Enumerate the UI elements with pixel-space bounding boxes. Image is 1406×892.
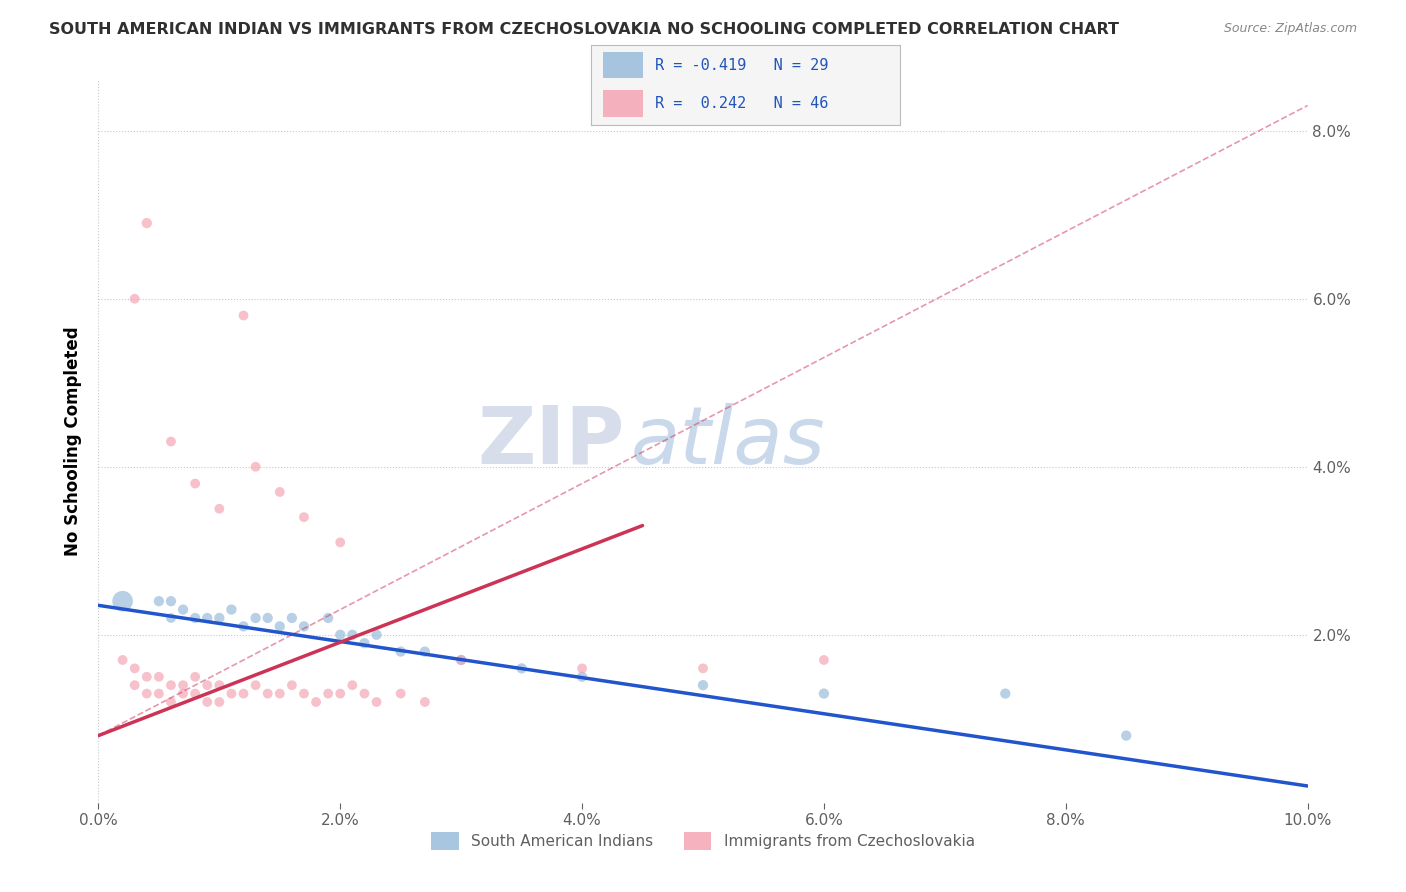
Point — [160, 594, 183, 608]
Point — [195, 678, 218, 692]
Point — [571, 661, 593, 675]
Point — [269, 687, 291, 701]
Point — [184, 670, 207, 684]
Bar — [603, 52, 643, 78]
Point — [413, 644, 436, 658]
Point — [124, 678, 146, 692]
Point — [160, 695, 183, 709]
Point — [148, 670, 170, 684]
Point — [256, 611, 278, 625]
Point — [124, 661, 146, 675]
Point — [221, 602, 243, 616]
Text: R =  0.242   N = 46: R = 0.242 N = 46 — [655, 96, 830, 112]
Text: R = -0.419   N = 29: R = -0.419 N = 29 — [655, 58, 830, 72]
Point — [316, 687, 339, 701]
Point — [135, 670, 157, 684]
Point — [195, 695, 218, 709]
Point — [281, 678, 304, 692]
Point — [232, 619, 254, 633]
Text: Source: ZipAtlas.com: Source: ZipAtlas.com — [1223, 22, 1357, 36]
Point — [245, 678, 267, 692]
Point — [172, 602, 194, 616]
Point — [184, 476, 207, 491]
Point — [813, 687, 835, 701]
Point — [389, 687, 412, 701]
Y-axis label: No Schooling Completed: No Schooling Completed — [63, 326, 82, 557]
Point — [208, 695, 231, 709]
Point — [269, 619, 291, 633]
Text: SOUTH AMERICAN INDIAN VS IMMIGRANTS FROM CZECHOSLOVAKIA NO SCHOOLING COMPLETED C: SOUTH AMERICAN INDIAN VS IMMIGRANTS FROM… — [49, 22, 1119, 37]
Point — [692, 678, 714, 692]
Point — [184, 687, 207, 701]
Point — [366, 695, 388, 709]
Point — [316, 611, 339, 625]
Point — [813, 653, 835, 667]
Point — [571, 670, 593, 684]
Text: atlas: atlas — [630, 402, 825, 481]
Point — [148, 687, 170, 701]
Point — [329, 535, 352, 549]
Point — [353, 687, 375, 701]
Point — [135, 687, 157, 701]
Point — [329, 687, 352, 701]
Point — [148, 594, 170, 608]
Point — [292, 619, 315, 633]
Point — [221, 687, 243, 701]
Point — [208, 678, 231, 692]
Point — [172, 687, 194, 701]
Point — [195, 611, 218, 625]
Point — [160, 434, 183, 449]
Point — [450, 653, 472, 667]
Point — [135, 216, 157, 230]
Point — [450, 653, 472, 667]
Text: ZIP: ZIP — [477, 402, 624, 481]
Point — [232, 687, 254, 701]
Point — [160, 611, 183, 625]
Point — [366, 628, 388, 642]
Point — [256, 687, 278, 701]
Point — [184, 611, 207, 625]
Bar — [603, 90, 643, 117]
Legend: South American Indians, Immigrants from Czechoslovakia: South American Indians, Immigrants from … — [425, 826, 981, 856]
Point — [124, 292, 146, 306]
Point — [208, 611, 231, 625]
Point — [172, 678, 194, 692]
Point — [269, 485, 291, 500]
Point — [208, 501, 231, 516]
Point — [692, 661, 714, 675]
Point — [111, 594, 134, 608]
Point — [1115, 729, 1137, 743]
Point — [160, 678, 183, 692]
Point — [292, 510, 315, 524]
Point — [245, 459, 267, 474]
Point — [281, 611, 304, 625]
Point — [292, 687, 315, 701]
Point — [111, 653, 134, 667]
Point — [413, 695, 436, 709]
Point — [329, 628, 352, 642]
Point — [353, 636, 375, 650]
Point — [342, 678, 364, 692]
Point — [510, 661, 533, 675]
Point — [232, 309, 254, 323]
Point — [342, 628, 364, 642]
Point — [994, 687, 1017, 701]
Point — [245, 611, 267, 625]
Point — [305, 695, 328, 709]
Point — [389, 644, 412, 658]
